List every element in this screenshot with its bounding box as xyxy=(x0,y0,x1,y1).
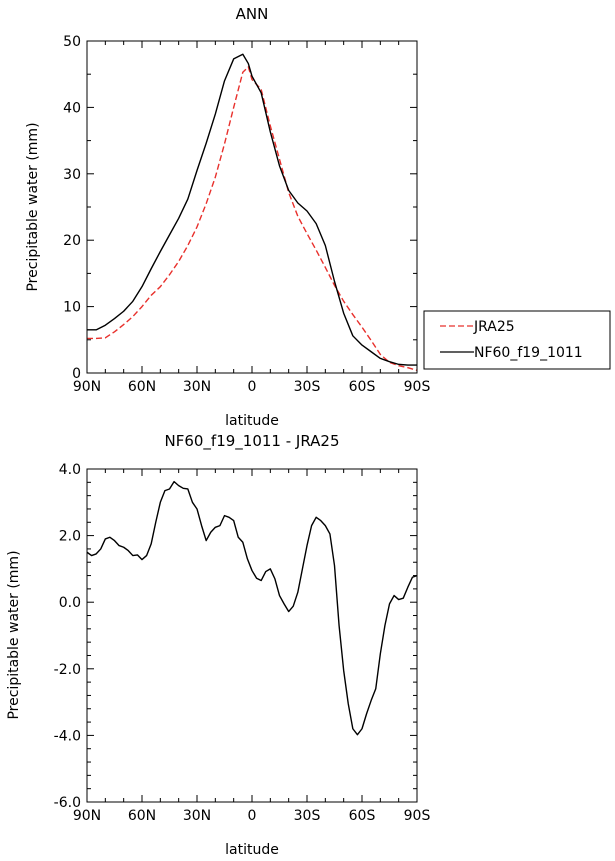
legend-label-jra25: JRA25 xyxy=(473,319,515,335)
bottom-x-tick-label: 90S xyxy=(404,808,431,824)
bottom-panel: NF60_f19_1011 - JRA25 4.0 2.0 0.0 -2.0 -… xyxy=(6,432,430,858)
top-x-tick-labels: 90N 60N 30N 0 30S 60S 90S xyxy=(73,379,431,395)
bottom-y-tick-label: 0.0 xyxy=(59,595,81,611)
top-y-tick-label: 0 xyxy=(72,366,81,382)
bottom-x-tick-labels: 90N 60N 30N 0 30S 60S 90S xyxy=(73,808,431,824)
top-y-tick-label: 30 xyxy=(63,167,81,183)
top-panel: ANN 0 10 20 30 40 50 90N 60N 30N 0 30S 6… xyxy=(25,5,611,429)
top-x-tick-label: 60S xyxy=(349,379,376,395)
top-y-axis-label: Precipitable water (mm) xyxy=(25,122,41,291)
bottom-y-tick-label: -2.0 xyxy=(54,662,81,678)
bottom-plot-frame xyxy=(86,468,418,803)
top-y-tick-label: 20 xyxy=(63,233,81,249)
bottom-chart-title: NF60_f19_1011 - JRA25 xyxy=(164,432,339,451)
top-y-tick-labels: 0 10 20 30 40 50 xyxy=(63,34,81,382)
bottom-x-tick-label: 30N xyxy=(183,808,211,824)
bottom-y-tick-label: -6.0 xyxy=(54,795,81,811)
top-axis-ticks xyxy=(86,40,418,374)
legend: JRA25 NF60_f19_1011 xyxy=(423,310,611,370)
top-chart-title: ANN xyxy=(236,5,269,23)
top-x-tick-label: 30S xyxy=(294,379,321,395)
bottom-y-tick-label: 2.0 xyxy=(59,529,81,545)
top-x-tick-label: 0 xyxy=(248,379,257,395)
series-line-jra25 xyxy=(87,66,418,372)
bottom-y-tick-label: -4.0 xyxy=(54,728,81,744)
top-y-tick-label: 50 xyxy=(63,34,81,50)
legend-label-nf60: NF60_f19_1011 xyxy=(474,345,583,361)
bottom-x-tick-label: 90N xyxy=(73,808,101,824)
bottom-y-tick-label: 4.0 xyxy=(59,462,81,478)
top-x-axis-label: latitude xyxy=(225,413,279,429)
legend-box xyxy=(423,310,611,370)
bottom-series-group xyxy=(86,480,418,736)
bottom-x-axis-label: latitude xyxy=(225,842,279,858)
bottom-x-tick-label: 30S xyxy=(294,808,321,824)
bottom-y-axis-label: Precipitable water (mm) xyxy=(6,550,22,719)
top-x-tick-label: 90N xyxy=(73,379,101,395)
bottom-x-tick-label: 60S xyxy=(349,808,376,824)
bottom-axis-ticks xyxy=(86,468,418,803)
top-x-tick-label: 60N xyxy=(128,379,156,395)
top-series-group xyxy=(87,53,418,372)
top-plot-frame xyxy=(86,40,418,374)
top-y-tick-label: 10 xyxy=(63,300,81,316)
top-x-tick-label: 90S xyxy=(404,379,431,395)
bottom-x-tick-label: 60N xyxy=(128,808,156,824)
top-x-tick-label: 30N xyxy=(183,379,211,395)
top-y-tick-label: 40 xyxy=(63,100,81,116)
series-line-nf60-f19-1011 xyxy=(87,53,417,366)
bottom-x-tick-label: 0 xyxy=(248,808,257,824)
series-line-nf60-f19-1011-jra25 xyxy=(86,480,418,736)
bottom-y-tick-labels: 4.0 2.0 0.0 -2.0 -4.0 -6.0 xyxy=(54,462,81,811)
